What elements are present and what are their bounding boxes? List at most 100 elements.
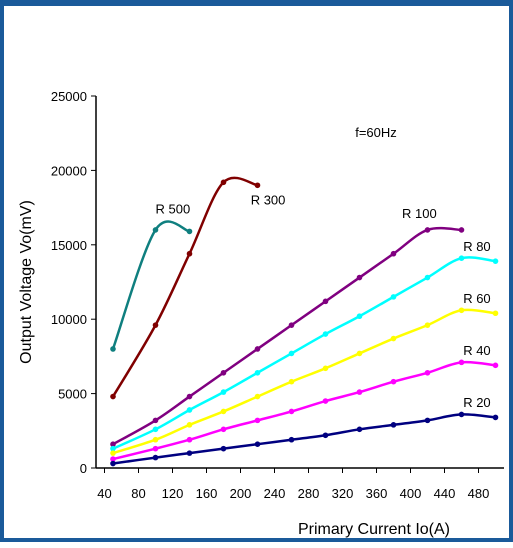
- data-point: [186, 393, 193, 400]
- output-voltage-chart: 0 5000 10000 15000 20000 25000 40 80 120 160 200 24…: [18, 89, 504, 538]
- series-label-r-60: R 60: [463, 291, 490, 306]
- series-line-r-60: [112, 308, 496, 455]
- data-point: [356, 389, 363, 395]
- data-point: [424, 274, 431, 281]
- data-point: [152, 426, 159, 433]
- data-point: [220, 426, 227, 433]
- series-label-r-80: R 80: [463, 239, 490, 254]
- series-r-300: R 300: [110, 176, 286, 400]
- data-point: [458, 227, 465, 233]
- data-point: [220, 445, 227, 452]
- data-point: [254, 417, 261, 424]
- series-line-r-500: [111, 220, 190, 350]
- data-point: [288, 436, 295, 443]
- data-point: [186, 450, 193, 456]
- series-r-40: R 40: [110, 343, 499, 462]
- data-point: [458, 411, 465, 418]
- frequency-annotation: f=60Hz: [355, 125, 397, 140]
- series-layer: R 500 R 300 R 100 R 80 R 60 R 40 R 20: [110, 176, 499, 467]
- series-label-r-300: R 300: [251, 193, 286, 208]
- data-point: [110, 441, 116, 447]
- data-point: [424, 322, 431, 328]
- data-point: [390, 378, 397, 385]
- data-point: [322, 298, 329, 305]
- y-tick-label: 5000: [58, 387, 87, 402]
- data-point: [288, 350, 295, 357]
- data-point: [288, 408, 295, 415]
- x-tick-label: 120: [162, 486, 184, 501]
- data-point: [424, 417, 431, 424]
- data-point: [152, 436, 159, 443]
- data-point: [220, 408, 227, 415]
- data-point: [152, 227, 159, 233]
- data-point: [458, 255, 465, 261]
- data-point: [458, 307, 465, 314]
- data-point: [110, 460, 116, 467]
- data-point: [110, 456, 116, 462]
- data-point: [492, 310, 499, 317]
- data-point: [322, 331, 329, 337]
- series-line-r-80: [112, 256, 496, 450]
- data-point: [110, 445, 116, 452]
- data-point: [390, 422, 397, 428]
- x-tick-label: 320: [332, 486, 354, 501]
- x-tick-label: 480: [468, 486, 490, 501]
- data-point: [152, 417, 159, 424]
- y-tick-label: 15000: [51, 238, 87, 253]
- x-tick-label: 200: [230, 486, 252, 501]
- x-tick-label: 360: [366, 486, 388, 501]
- series-label-r-100: R 100: [402, 206, 437, 221]
- x-tick-label: 160: [196, 486, 218, 501]
- data-point: [220, 389, 227, 395]
- data-point: [254, 393, 261, 400]
- data-point: [390, 250, 397, 257]
- y-axis-label: Output Voltage Vo(mV): [18, 200, 35, 364]
- data-point: [390, 335, 397, 342]
- axes: 0 5000 10000 15000 20000 25000 40 80 120 160 200 24…: [51, 89, 504, 501]
- data-point: [186, 228, 193, 235]
- data-point: [152, 445, 159, 452]
- series-line-r-40: [112, 360, 496, 461]
- series-label-r-20: R 20: [463, 395, 490, 410]
- data-point: [424, 227, 431, 233]
- x-tick-label: 40: [97, 486, 111, 501]
- data-point: [356, 274, 363, 281]
- data-point: [492, 258, 499, 264]
- data-point: [458, 359, 465, 366]
- data-point: [322, 365, 329, 372]
- x-tick-label: 80: [131, 486, 145, 501]
- x-tick-label: 280: [298, 486, 320, 501]
- data-point: [186, 422, 193, 428]
- data-point: [186, 407, 193, 413]
- data-point: [110, 393, 116, 400]
- data-point: [110, 346, 116, 352]
- data-point: [288, 378, 295, 385]
- data-point: [356, 350, 363, 357]
- series-r-100: R 100: [110, 206, 465, 447]
- x-tick-label: 400: [400, 486, 422, 501]
- data-point: [152, 454, 159, 461]
- data-point: [356, 426, 363, 433]
- data-point: [424, 369, 431, 376]
- y-tick-label: 20000: [51, 163, 87, 178]
- data-point: [254, 182, 261, 189]
- series-label-r-40: R 40: [463, 343, 490, 358]
- y-tick-label: 0: [80, 461, 87, 476]
- data-point: [220, 369, 227, 376]
- data-point: [322, 398, 329, 404]
- y-tick-label: 10000: [51, 312, 87, 327]
- series-label-r-500: R 500: [156, 202, 191, 217]
- data-point: [356, 313, 363, 320]
- data-point: [288, 322, 295, 328]
- data-point: [390, 294, 397, 300]
- data-point: [220, 179, 227, 186]
- data-point: [152, 322, 159, 328]
- data-point: [186, 250, 193, 257]
- series-line-r-20: [112, 413, 496, 465]
- series-r-20: R 20: [110, 395, 499, 467]
- data-point: [110, 450, 116, 456]
- data-point: [186, 436, 193, 443]
- data-point: [254, 346, 261, 352]
- x-axis-label: Primary Current Io(A): [298, 521, 450, 538]
